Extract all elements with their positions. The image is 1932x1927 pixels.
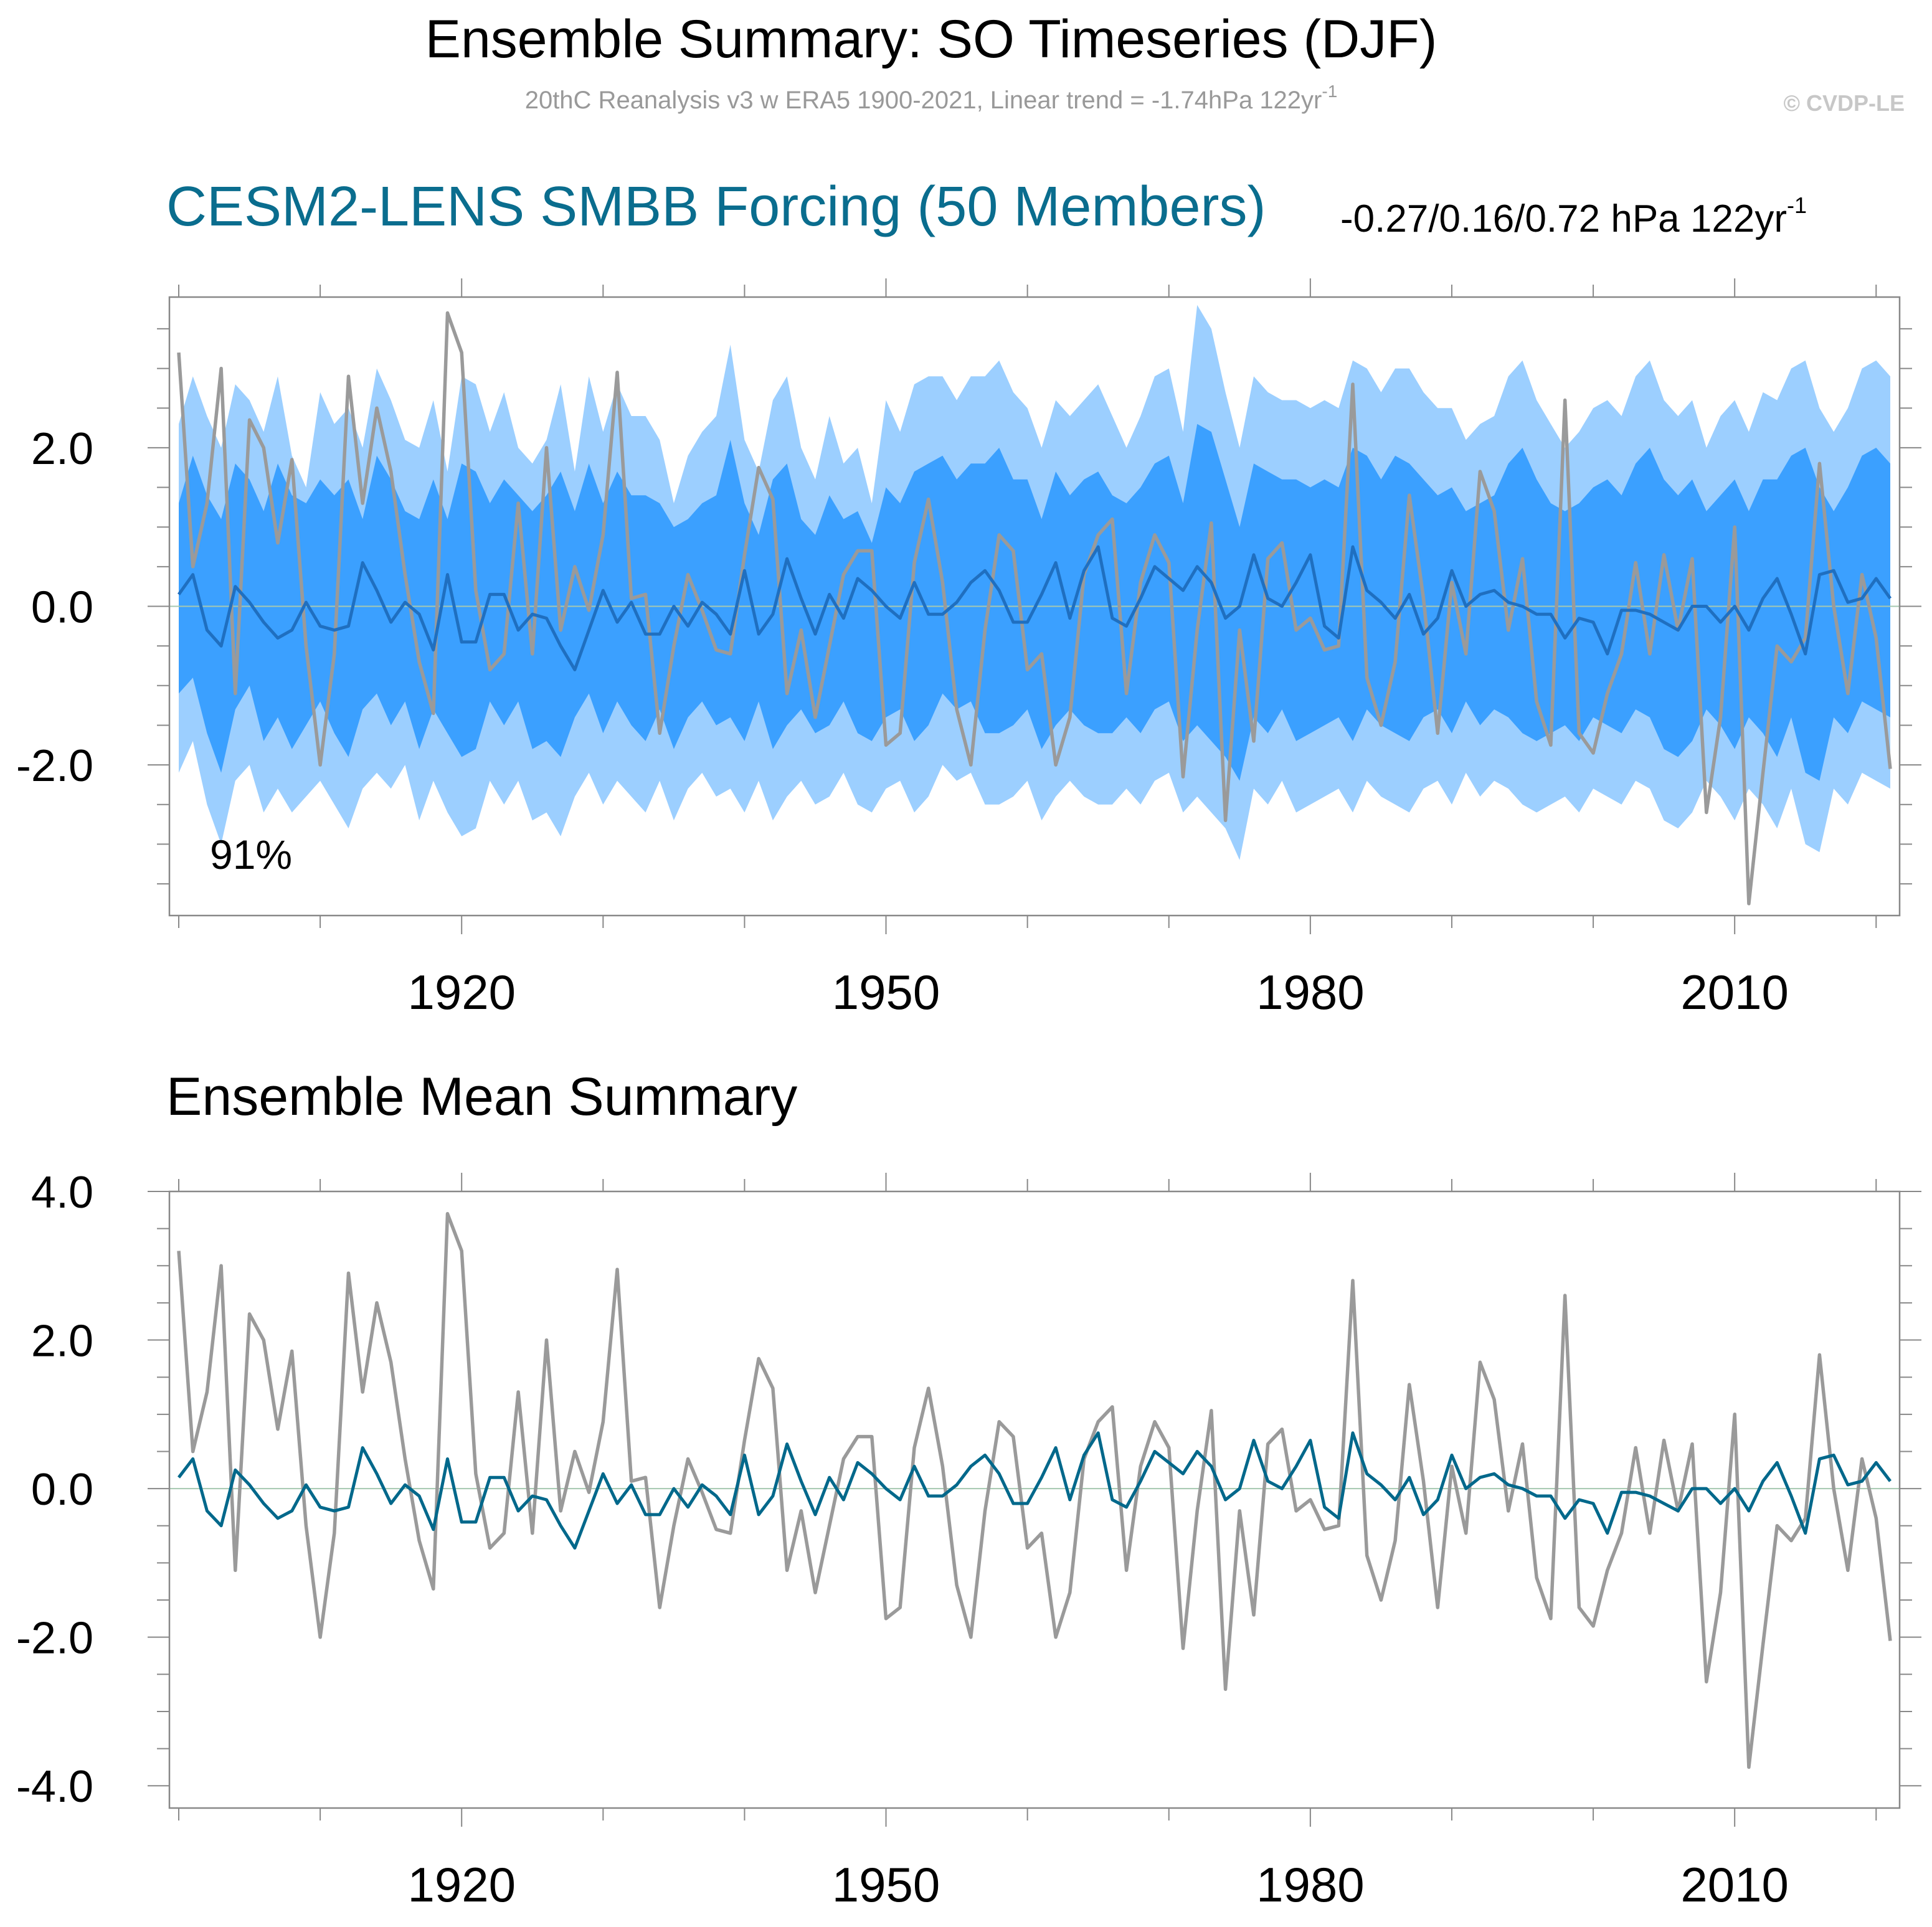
panel1-trend-text: -0.27/0.16/0.72 hPa 122yr bbox=[1340, 197, 1787, 240]
main-subtitle: 20thC Reanalysis v3 w ERA5 1900-2021, Li… bbox=[525, 82, 1338, 114]
panel2-xtick-label: 1950 bbox=[832, 1857, 940, 1912]
panel1-plot: 1920 1950 1980 2010 -2.0 0.0 2.0 91% bbox=[16, 278, 1921, 1020]
panel1-ytick-label: 2.0 bbox=[31, 424, 93, 474]
ensemble-mean-series-line bbox=[177, 545, 1892, 671]
panel2-ytick-label: -2.0 bbox=[16, 1614, 93, 1664]
panel1-trend-sup: -1 bbox=[1787, 192, 1807, 218]
panel2-xtick-label: 1920 bbox=[407, 1857, 516, 1912]
panel2-xtick-label: 2010 bbox=[1680, 1857, 1789, 1912]
panel1-trend: -0.27/0.16/0.72 hPa 122yr-1 bbox=[1340, 192, 1807, 240]
panel1-xtick-label: 1950 bbox=[832, 965, 940, 1020]
panel1-title: CESM2-LENS SMBB Forcing (50 Members) bbox=[166, 176, 1266, 238]
ensemble-mean-series-line bbox=[178, 1431, 1892, 1550]
panel2-frame bbox=[168, 1190, 1901, 1809]
panel2-ytick-label: 4.0 bbox=[31, 1168, 93, 1218]
panel2-ticks: 1920 1950 1980 2010 -4.0 -2.0 0.0 2.0 4.0 bbox=[16, 1168, 1921, 1912]
observed-series-line bbox=[177, 311, 1892, 906]
main-title: Ensemble Summary: SO Timeseries (DJF) bbox=[425, 9, 1437, 69]
panel2-ytick-label: 0.0 bbox=[31, 1465, 93, 1515]
panel1-ytick-label: -2.0 bbox=[16, 741, 93, 791]
main-subtitle-sup: -1 bbox=[1322, 82, 1337, 101]
panel1-xtick-label: 2010 bbox=[1680, 965, 1789, 1020]
panel1-ticks: 1920 1950 1980 2010 -2.0 0.0 2.0 bbox=[16, 278, 1921, 1020]
panel1-xtick-label: 1980 bbox=[1256, 965, 1365, 1020]
panel1-lines bbox=[177, 311, 1892, 906]
panel1-percent-label: 91% bbox=[210, 831, 292, 878]
panel2-ytick-label: -4.0 bbox=[16, 1762, 93, 1812]
panel2-lines bbox=[177, 1212, 1892, 1769]
panel2-plot: 1920 1950 1980 2010 -4.0 -2.0 0.0 2.0 4.0 bbox=[16, 1168, 1921, 1912]
observed-series-line bbox=[177, 1212, 1892, 1769]
panel2-xtick-label: 1980 bbox=[1256, 1857, 1365, 1912]
panel2-title: Ensemble Mean Summary bbox=[166, 1067, 797, 1127]
main-subtitle-text: 20thC Reanalysis v3 w ERA5 1900-2021, Li… bbox=[525, 87, 1322, 114]
panel1-ytick-label: 0.0 bbox=[31, 583, 93, 633]
panel1-xtick-label: 1920 bbox=[407, 965, 516, 1020]
copyright-label: © CVDP-LE bbox=[1783, 90, 1905, 116]
panel2-ytick-label: 2.0 bbox=[31, 1317, 93, 1366]
